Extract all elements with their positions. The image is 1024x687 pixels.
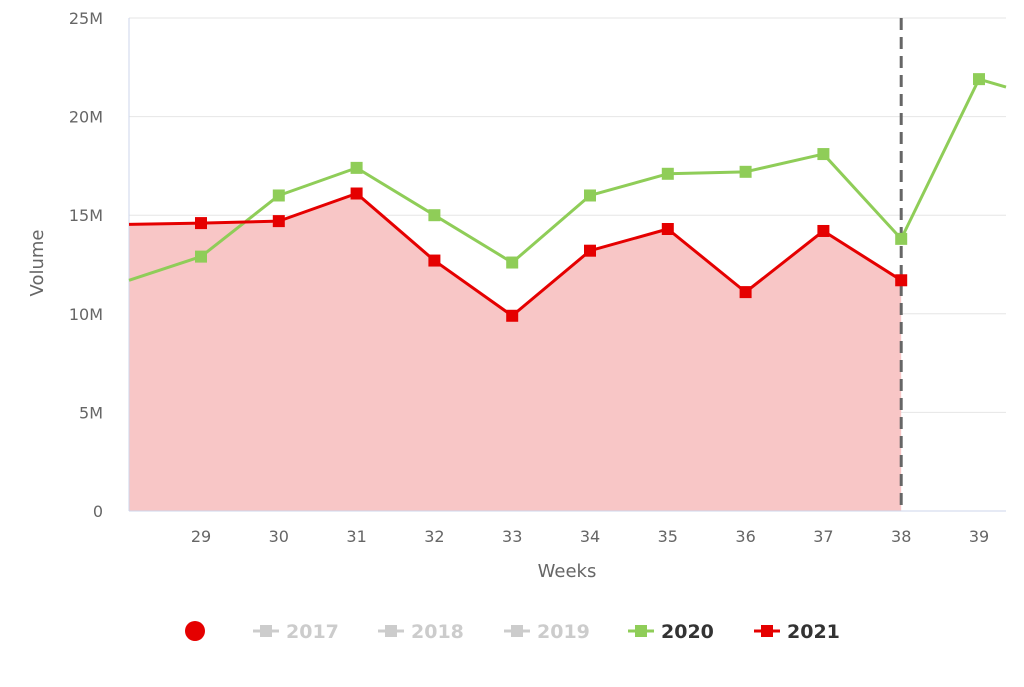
series-2020-point[interactable]	[350, 161, 363, 174]
x-tick-label: 39	[969, 527, 989, 546]
series-2020-point[interactable]	[817, 148, 830, 161]
series-2021-point[interactable]	[272, 215, 285, 228]
x-tick-label: 36	[735, 527, 755, 546]
series-2020-point[interactable]	[272, 189, 285, 202]
legend-swatch-marker	[761, 625, 773, 637]
legend-label: 2017	[286, 621, 339, 643]
legend-item-2021[interactable]: 2021	[754, 621, 840, 643]
legend: 2017 2018 2019 2020 2021	[185, 621, 840, 643]
x-tick-label: 31	[346, 527, 366, 546]
axes: 0 5M 10M 15M 20M 25M 29 30 31 32 33 34 35 36 37 38 39	[69, 9, 1006, 546]
legend-item-2019[interactable]: 2019	[504, 621, 590, 643]
area-layer	[129, 193, 902, 511]
series-2021-point[interactable]	[350, 187, 363, 200]
series-2020-point[interactable]	[428, 209, 441, 222]
series-2020-point[interactable]	[973, 73, 985, 86]
legend-label: 2021	[787, 621, 840, 643]
series-2021-point[interactable]	[584, 244, 596, 257]
legend-label: 2019	[537, 621, 590, 643]
series-2021-point[interactable]	[195, 217, 207, 230]
series-2021-point[interactable]	[895, 274, 908, 287]
x-tick-label: 37	[813, 527, 833, 546]
series-2021-point[interactable]	[661, 223, 674, 236]
series-2020-point[interactable]	[584, 189, 596, 202]
legend-swatch-marker	[260, 625, 272, 637]
legend-label: 2020	[661, 621, 714, 643]
x-tick-label: 33	[502, 527, 522, 546]
x-axis-title: Weeks	[538, 561, 597, 582]
x-tick-label: 29	[191, 527, 211, 546]
series-2021-point[interactable]	[739, 286, 752, 299]
series-2021-point[interactable]	[506, 309, 519, 322]
legend-item-2020[interactable]: 2020	[628, 621, 714, 643]
y-axis-title: Volume	[27, 230, 48, 297]
series-2020-point[interactable]	[895, 232, 908, 245]
y-tick-label: 0	[93, 502, 103, 521]
legend-item-2018[interactable]: 2018	[378, 621, 464, 643]
series-2021-area	[129, 193, 902, 511]
x-tick-label: 35	[658, 527, 678, 546]
x-tick-label: 34	[580, 527, 600, 546]
legend-swatch-marker	[385, 625, 397, 637]
x-tick-label: 38	[891, 527, 911, 546]
x-tick-label: 30	[269, 527, 289, 546]
legend-swatch-marker	[635, 625, 647, 637]
y-tick-label: 10M	[69, 305, 103, 324]
legend-swatch-marker	[511, 625, 523, 637]
legend-item-2017[interactable]: 2017	[253, 621, 339, 643]
series-2020-point[interactable]	[506, 256, 519, 269]
y-tick-label: 20M	[69, 108, 103, 127]
series-2021-point[interactable]	[817, 224, 830, 237]
y-tick-label: 25M	[69, 9, 103, 28]
series-markers	[195, 73, 985, 322]
legend-record-dot[interactable]	[185, 621, 205, 641]
series-2021-point[interactable]	[428, 254, 441, 267]
series-2020-point[interactable]	[739, 165, 752, 178]
legend-label: 2018	[411, 621, 464, 643]
x-tick-label: 32	[424, 527, 444, 546]
series-2020-point[interactable]	[661, 167, 674, 180]
series-2020-point[interactable]	[195, 250, 207, 263]
y-tick-label: 5M	[79, 403, 103, 422]
y-tick-label: 15M	[69, 206, 103, 225]
